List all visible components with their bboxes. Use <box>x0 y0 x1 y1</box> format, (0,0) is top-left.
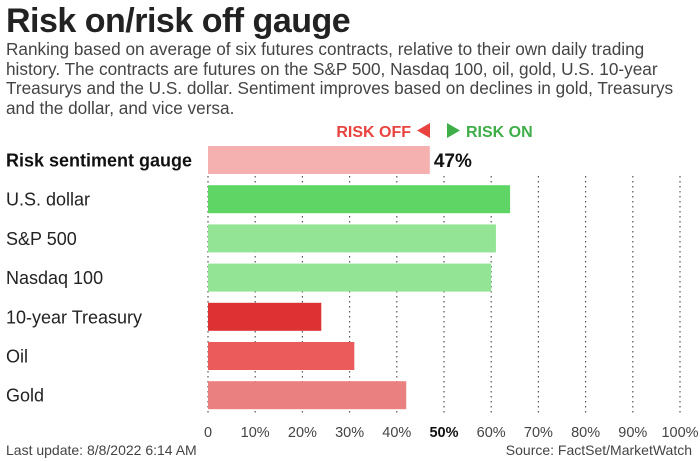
x-tick-label: 40% <box>382 425 411 441</box>
x-tick-label: 0 <box>204 425 212 441</box>
bar <box>208 146 430 174</box>
legend-risk-on: RISK ON <box>466 124 533 141</box>
x-tick-label: 10% <box>241 425 270 441</box>
chart-subtitle: Ranking based on average of six futures … <box>6 39 674 118</box>
category-label: Gold <box>6 386 44 406</box>
bar <box>208 185 511 214</box>
x-tick-label: 50% <box>429 425 458 441</box>
category-label: S&P 500 <box>6 229 77 249</box>
bar <box>208 342 355 370</box>
bar <box>208 381 407 410</box>
x-tick-label: 70% <box>524 425 553 441</box>
x-tick-label: 80% <box>571 425 600 441</box>
x-tick-label: 100% <box>661 425 698 441</box>
x-tick-label: 30% <box>335 425 364 441</box>
last-update: Last update: 8/8/2022 6:14 AM <box>6 442 197 458</box>
data-label: 47% <box>434 151 472 172</box>
bar <box>208 224 496 253</box>
bars <box>208 146 511 410</box>
category-label: 10-year Treasury <box>6 307 142 327</box>
category-labels: Risk sentiment gauge U.S. dollar S&P 500 Na… <box>6 151 192 406</box>
arrow-left-icon <box>417 123 430 138</box>
chart-title: Risk on/risk off gauge <box>6 2 351 40</box>
category-label: Nasdaq 100 <box>6 268 103 288</box>
category-label: Risk sentiment gauge <box>6 151 192 171</box>
x-tick-label: 90% <box>618 425 647 441</box>
x-tick-label: 20% <box>288 425 317 441</box>
risk-legend: RISK OFF RISK ON <box>336 123 533 141</box>
bar <box>208 302 322 331</box>
category-label: U.S. dollar <box>6 190 90 210</box>
arrow-right-icon <box>447 123 460 138</box>
x-tick-label: 60% <box>477 425 506 441</box>
legend-risk-off: RISK OFF <box>336 124 411 141</box>
bar <box>208 263 492 292</box>
category-label: Oil <box>6 347 28 367</box>
source-credit: Source: FactSet/MarketWatch <box>505 442 692 458</box>
data-labels: 47% <box>434 151 472 172</box>
tick-labels: 0 10% 20% 30% 40% 50% 60% 70% 80% 90% 100% <box>204 425 699 441</box>
